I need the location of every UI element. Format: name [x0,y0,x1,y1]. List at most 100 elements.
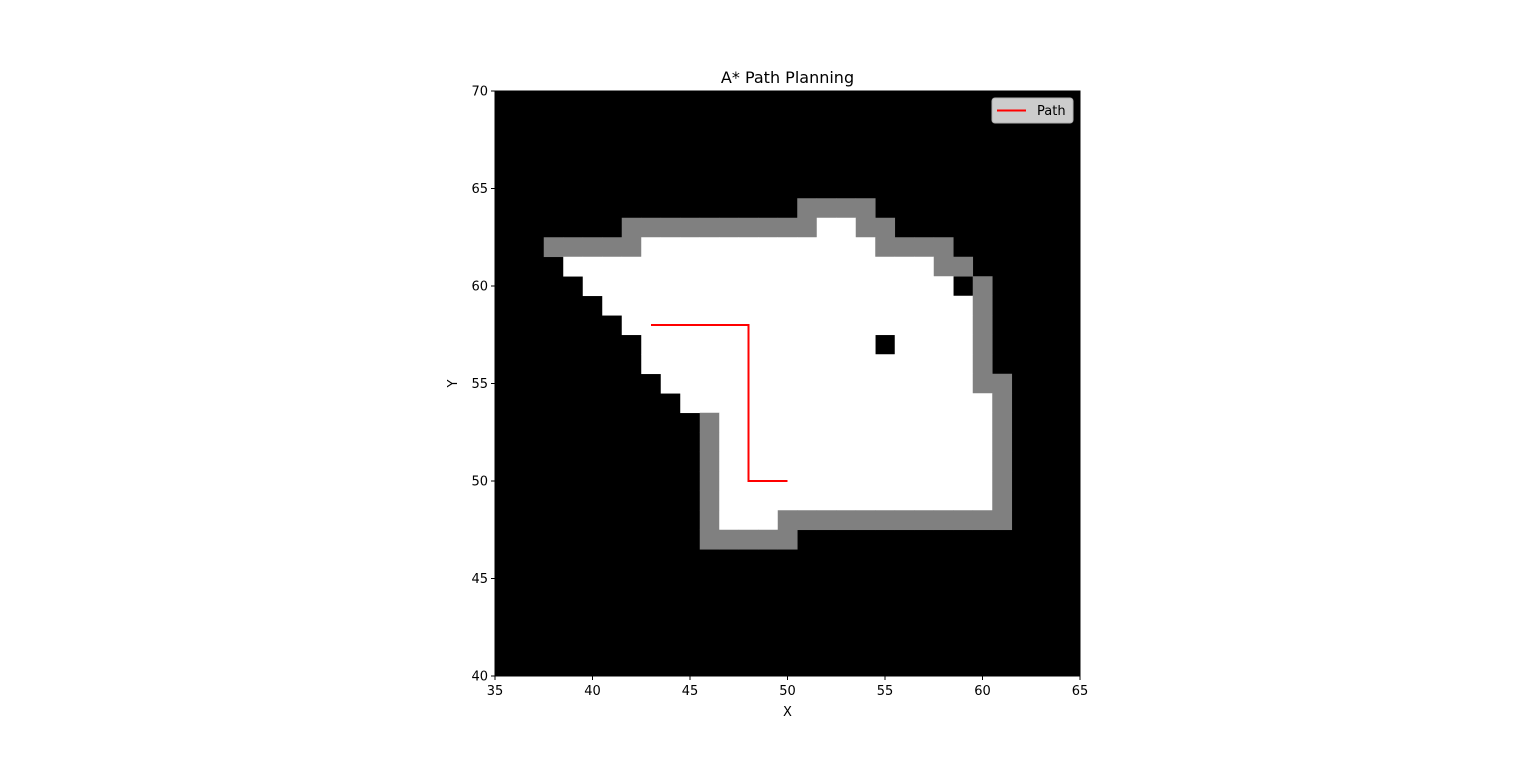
free-cell [621,256,642,277]
free-cell [875,276,896,297]
y-axis-label: Y [446,379,461,388]
obstacle-cell [972,373,993,394]
free-cell [894,471,915,492]
free-cell [797,256,818,277]
free-cell [758,237,779,258]
free-cell [758,276,779,297]
obstacle-cell [992,412,1013,433]
obstacle-cell [972,295,993,316]
free-cell [738,237,759,258]
free-cell [855,276,876,297]
free-cell [641,256,662,277]
free-cell [933,373,954,394]
y-tick-label: 60 [471,280,488,295]
free-cell [855,237,876,258]
free-cell [914,432,935,453]
free-cell [563,256,584,277]
free-cell [855,256,876,277]
free-cell [641,295,662,316]
obstacle-cell [699,471,720,492]
obstacle-cell [699,412,720,433]
obstacle-cell [972,510,993,531]
x-axis-label: X [783,705,792,720]
obstacle-cell [992,490,1013,511]
free-cell [914,354,935,375]
free-cell [699,373,720,394]
free-cell [816,217,837,238]
obstacle-cell [933,237,954,258]
free-cell [816,334,837,355]
free-cell [719,490,740,511]
free-cell [953,432,974,453]
legend-path-label: Path [1037,104,1066,119]
free-cell [777,334,798,355]
obstacle-cell [777,217,798,238]
obstacle-cell [777,529,798,550]
y-tick-label: 50 [471,475,488,490]
free-cell [641,276,662,297]
free-cell [894,451,915,472]
free-cell [894,276,915,297]
free-cell [894,295,915,316]
free-cell [933,490,954,511]
x-tick-label: 45 [682,684,699,699]
obstacle-cell [972,334,993,355]
free-cell [777,256,798,277]
free-cell [953,471,974,492]
free-cell [758,334,779,355]
free-cell [719,256,740,277]
free-cell [914,490,935,511]
y-tick-label: 55 [471,377,488,392]
free-cell [836,432,857,453]
free-cell [816,432,837,453]
free-cell [719,237,740,258]
path-line [651,324,788,482]
free-cell [855,490,876,511]
free-cell [660,334,681,355]
free-cell [914,393,935,414]
free-cell [660,276,681,297]
occupancy-grid [495,91,1080,676]
free-cell [797,490,818,511]
free-cell [894,354,915,375]
obstacle-cell [875,237,896,258]
obstacle-cell [972,315,993,336]
free-cell [855,373,876,394]
free-cell [836,334,857,355]
free-cell [875,295,896,316]
free-cell [836,217,857,238]
x-tick-label: 55 [877,684,894,699]
free-cell [777,237,798,258]
free-cell [621,295,642,316]
free-cell [680,237,701,258]
free-cell [777,393,798,414]
chart-title: A* Path Planning [721,68,854,87]
free-cell [972,432,993,453]
free-cell [914,256,935,277]
free-cell [680,373,701,394]
free-cell [972,490,993,511]
obstacle-cell [602,237,623,258]
free-cell [933,432,954,453]
free-cell [758,451,779,472]
free-cell [972,393,993,414]
obstacle-cell [738,217,759,238]
obstacle-cell [699,490,720,511]
obstacle-cell [992,451,1013,472]
free-cell [933,393,954,414]
free-cell [875,315,896,336]
obstacle-cell [836,510,857,531]
obstacle-cell [621,237,642,258]
free-cell [836,373,857,394]
x-tick-label: 60 [974,684,991,699]
free-cell [582,256,603,277]
free-cell [855,393,876,414]
free-cell [719,471,740,492]
obstacle-cell [816,510,837,531]
obstacle-cell [816,198,837,219]
obstacle-cell [855,217,876,238]
free-cell [914,295,935,316]
free-cell [680,256,701,277]
free-cell [894,432,915,453]
